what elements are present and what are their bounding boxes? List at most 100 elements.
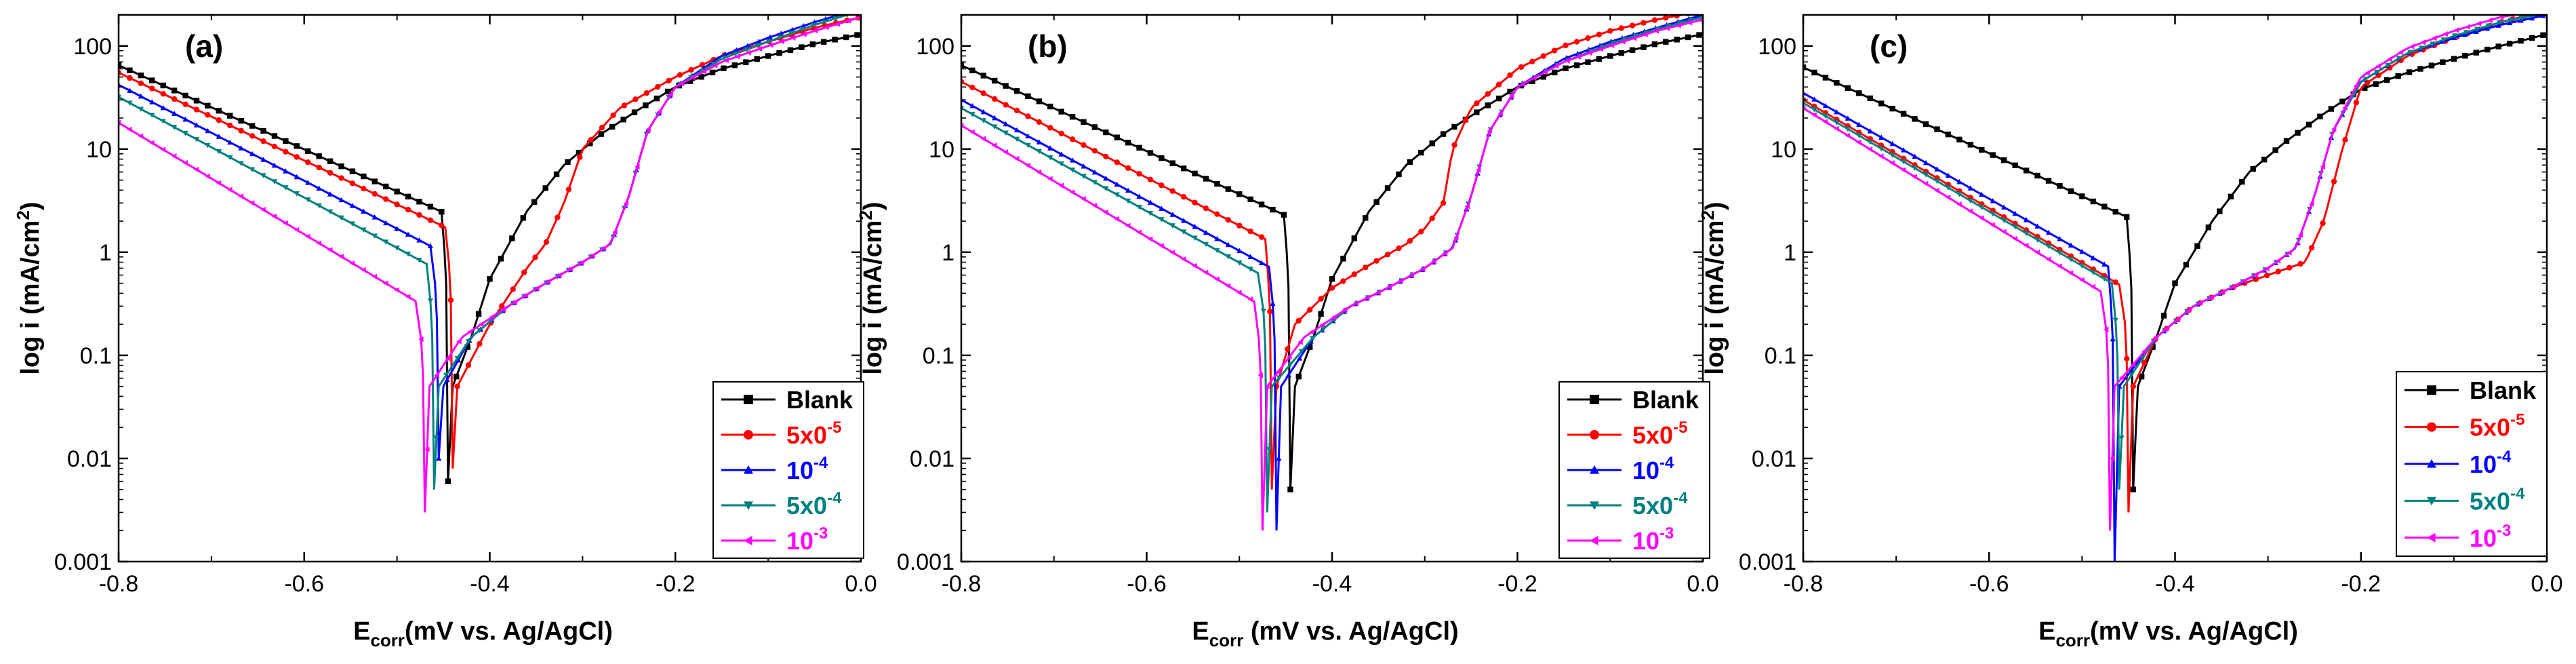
- data-point: [1169, 249, 1175, 256]
- data-point: [1003, 149, 1008, 155]
- data-point: [1386, 284, 1392, 290]
- data-point: [2034, 249, 2040, 256]
- data-point: [1091, 169, 1098, 175]
- data-point: [543, 239, 550, 245]
- data-point: [416, 212, 422, 218]
- data-point: [160, 119, 166, 124]
- data-point: [1990, 152, 1996, 158]
- data-point: [1013, 136, 1020, 142]
- data-point: [1103, 153, 1109, 160]
- data-point: [1363, 265, 1369, 271]
- data-point: [2417, 66, 2423, 72]
- data-point: [467, 328, 473, 335]
- data-point: [2112, 317, 2118, 324]
- data-point: [216, 180, 222, 186]
- data-point: [305, 197, 311, 203]
- data-point: [1990, 222, 1996, 228]
- data-point: [1375, 290, 1381, 296]
- data-point: [1431, 258, 1436, 265]
- data-point: [271, 133, 278, 139]
- data-point: [521, 269, 527, 275]
- y-tick-label: 0.1: [1765, 343, 1796, 369]
- data-point: [1912, 116, 1918, 122]
- data-point: [327, 170, 334, 176]
- y-tick-label: 10: [86, 137, 112, 163]
- data-point: [193, 98, 200, 104]
- data-point: [1676, 22, 1681, 28]
- data-point: [1945, 194, 1951, 201]
- data-point: [361, 173, 367, 180]
- data-point: [383, 239, 389, 245]
- data-point: [2339, 98, 2346, 104]
- data-point: [1236, 248, 1243, 254]
- data-point: [2373, 81, 2379, 87]
- data-point: [349, 203, 356, 208]
- data-point: [2023, 168, 2030, 174]
- data-point: [371, 191, 378, 197]
- data-point: [1069, 114, 1076, 120]
- data-point: [1298, 349, 1305, 355]
- legend-swatch-marker: [2427, 422, 2436, 432]
- data-point: [2396, 56, 2402, 62]
- data-point: [1979, 191, 1985, 197]
- data-point: [1351, 235, 1358, 241]
- data-point: [1529, 58, 1535, 64]
- data-point: [980, 90, 987, 96]
- data-point: [854, 32, 860, 38]
- data-point: [1685, 34, 1691, 41]
- data-point: [283, 185, 289, 191]
- data-point: [2101, 276, 2108, 282]
- data-point: [205, 173, 210, 180]
- data-point: [1091, 180, 1098, 185]
- data-point: [2175, 316, 2180, 323]
- data-point: [260, 173, 266, 178]
- data-point: [2383, 77, 2390, 83]
- data-point: [2484, 25, 2491, 31]
- data-point: [766, 39, 772, 45]
- data-point: [2079, 277, 2085, 283]
- data-point: [812, 27, 818, 34]
- data-point: [1867, 140, 1873, 145]
- plot-area: [119, 15, 861, 513]
- data-point: [2342, 104, 2348, 111]
- legend-swatch-marker: [744, 430, 753, 440]
- data-point: [992, 124, 998, 130]
- data-point: [171, 125, 178, 130]
- data-point: [2045, 229, 2052, 235]
- data-point: [500, 306, 506, 313]
- data-point: [138, 72, 144, 79]
- data-point: [1069, 168, 1076, 173]
- data-point: [532, 254, 538, 260]
- data-point: [980, 109, 987, 115]
- data-point: [1687, 20, 1693, 26]
- data-point: [443, 372, 449, 378]
- data-point: [238, 193, 244, 199]
- data-point: [1607, 28, 1613, 34]
- data-point: [2079, 263, 2085, 269]
- data-point: [1420, 266, 1426, 273]
- x-axis-label: Ecorr(mV vs. Ag/AgCl): [353, 617, 613, 650]
- data-point: [969, 112, 975, 117]
- data-point: [327, 247, 333, 253]
- data-point: [1674, 15, 1680, 19]
- data-point: [510, 286, 516, 292]
- data-point: [1629, 22, 1636, 28]
- y-tick-label: 100: [916, 34, 954, 60]
- data-point: [721, 55, 727, 61]
- legend-label: 10-4: [786, 454, 828, 484]
- data-point: [394, 189, 400, 195]
- data-point: [2543, 6, 2548, 12]
- data-point: [160, 82, 166, 89]
- data-point: [1081, 142, 1087, 149]
- data-point: [205, 112, 211, 118]
- x-tick-label: -0.6: [284, 571, 324, 597]
- legend-swatch-marker: [2427, 496, 2436, 506]
- data-point: [1822, 119, 1828, 125]
- x-tick-label: -0.6: [1969, 571, 2009, 597]
- legend-item: Blank: [721, 386, 853, 414]
- data-point: [1329, 285, 1335, 291]
- data-point: [754, 43, 761, 49]
- series-markers: [1803, 15, 2546, 389]
- data-point: [160, 147, 166, 153]
- legend-item: 10-3: [1567, 524, 1674, 555]
